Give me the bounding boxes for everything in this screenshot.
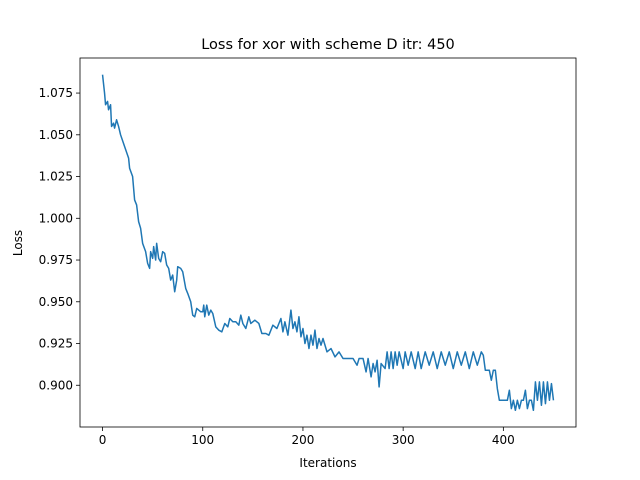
chart-title: Loss for xor with scheme D itr: 450: [201, 37, 455, 53]
y-tick-label: 1.025: [39, 170, 73, 184]
y-tick-label: 0.975: [39, 253, 73, 267]
y-tick-label: 0.950: [39, 295, 73, 309]
x-axis-label: Iterations: [299, 456, 356, 470]
y-tick-label: 1.000: [39, 211, 73, 225]
y-tick-label: 0.900: [39, 378, 73, 392]
plot-frame: [79, 57, 577, 428]
y-tick-label: 1.075: [39, 86, 73, 100]
y-tick-label: 1.050: [39, 128, 73, 142]
x-tick-label: 300: [392, 433, 415, 447]
x-tick-label: 200: [291, 433, 314, 447]
x-tick-label: 400: [492, 433, 515, 447]
y-tick-label: 0.925: [39, 337, 73, 351]
x-tick-label: 0: [99, 433, 107, 447]
y-axis-label: Loss: [11, 230, 25, 256]
x-tick-label: 100: [191, 433, 214, 447]
line: [101, 74, 555, 412]
